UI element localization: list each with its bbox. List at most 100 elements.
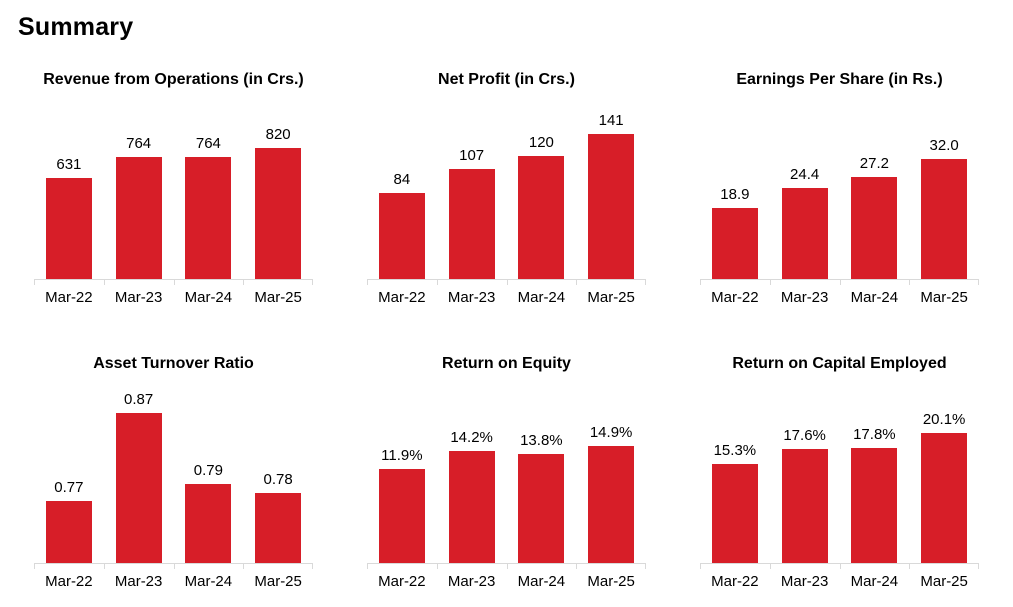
chart-plot: 11.9% 14.2% 13.8% 14.9% Mar-22 Mar-23 Mar-24 Ma… xyxy=(355,378,658,590)
bar-value-label: 15.3% xyxy=(713,442,757,459)
bar xyxy=(255,148,302,279)
chart-earnings-per-share: Earnings Per Share (in Rs.) 18.9 24.4 27.2… xyxy=(678,70,1001,306)
category-label: Mar-25 xyxy=(254,573,302,590)
bar xyxy=(518,156,565,279)
chart-revenue-from-operations: Revenue from Operations (in Crs.) 631 764… xyxy=(12,70,335,306)
axis-tick xyxy=(312,280,313,285)
category-label: Mar-24 xyxy=(850,573,899,590)
category-label: Mar-23 xyxy=(114,573,163,590)
category-label: Mar-24 xyxy=(184,573,233,590)
chart-plot: 18.9 24.4 27.2 32.0 Mar-22 Mar-23 Mar-24 Mar-25 xyxy=(688,94,991,306)
bar-value-label: 764 xyxy=(126,135,152,152)
category-label: Mar-22 xyxy=(378,573,426,590)
category-label: Mar-23 xyxy=(780,289,829,306)
bar xyxy=(711,208,758,279)
bar-value-label: 0.78 xyxy=(263,471,293,488)
bar-slot: 14.9% xyxy=(576,424,646,563)
category-label: Mar-23 xyxy=(114,289,163,306)
category-label: Mar-24 xyxy=(184,289,233,306)
bar-value-label: 13.8% xyxy=(520,432,563,449)
x-axis xyxy=(367,563,646,570)
bar-value-label: 20.1% xyxy=(922,411,966,428)
bars-row: 631 764 764 820 xyxy=(34,94,313,279)
bar-slot: 0.79 xyxy=(174,462,244,563)
category-label: Mar-22 xyxy=(45,289,93,306)
axis-tick xyxy=(506,280,508,285)
bars-row: 84 107 120 141 xyxy=(367,94,646,279)
axis-tick xyxy=(978,564,979,569)
category-label: Mar-25 xyxy=(587,573,635,590)
bar xyxy=(781,188,828,279)
chart-return-on-equity: Return on Equity 11.9% 14.2% 13.8% 14.9% Mar… xyxy=(345,354,668,590)
bar xyxy=(711,464,758,563)
axis-tick xyxy=(103,564,105,569)
page-title: Summary xyxy=(18,13,134,41)
chart-plot: 0.77 0.87 0.79 0.78 Mar-22 Mar-23 Mar-24 Mar-25 xyxy=(22,378,325,590)
category-label: Mar-24 xyxy=(517,289,566,306)
category-label: Mar-23 xyxy=(780,573,829,590)
bar xyxy=(45,178,92,279)
chart-title: Return on Capital Employed xyxy=(732,355,947,372)
bar xyxy=(851,448,898,563)
chart-title: Earnings Per Share (in Rs.) xyxy=(736,71,943,88)
category-label: Mar-24 xyxy=(850,289,899,306)
bar-value-label: 14.2% xyxy=(450,429,493,446)
bar xyxy=(378,469,425,563)
bar-value-label: 17.6% xyxy=(783,427,826,444)
bar-value-label: 107 xyxy=(459,147,485,164)
bar-slot: 20.1% xyxy=(909,411,979,563)
axis-tick xyxy=(367,564,368,569)
bar xyxy=(921,159,968,279)
chart-title: Asset Turnover Ratio xyxy=(93,355,254,372)
bar xyxy=(588,134,635,279)
axis-tick xyxy=(436,280,438,285)
axis-tick xyxy=(436,564,438,569)
bar-slot: 820 xyxy=(243,126,313,279)
axis-tick xyxy=(839,564,841,569)
bar-value-label: 27.2 xyxy=(859,155,889,172)
bar xyxy=(921,433,968,563)
chart-title: Net Profit (in Crs.) xyxy=(438,71,575,88)
bar-slot: 15.3% xyxy=(700,442,770,563)
category-labels: Mar-22 Mar-23 Mar-24 Mar-25 xyxy=(700,286,979,306)
axis-tick xyxy=(34,280,35,285)
bars-row: 11.9% 14.2% 13.8% 14.9% xyxy=(367,378,646,563)
bar-value-label: 631 xyxy=(56,156,82,173)
axis-tick xyxy=(243,564,245,569)
bar-value-label: 14.9% xyxy=(589,424,633,441)
bar-value-label: 120 xyxy=(528,134,554,151)
bar-slot: 0.78 xyxy=(243,471,313,563)
x-axis xyxy=(700,563,979,570)
axis-tick xyxy=(769,280,771,285)
bar xyxy=(378,193,425,279)
bar-slot: 0.77 xyxy=(34,479,104,563)
bar-value-label: 0.87 xyxy=(124,391,154,408)
category-label: Mar-25 xyxy=(254,289,302,306)
bar-slot: 764 xyxy=(174,135,244,279)
bar-slot: 120 xyxy=(507,134,577,279)
bar-slot: 24.4 xyxy=(770,166,840,279)
chart-title: Revenue from Operations (in Crs.) xyxy=(43,71,304,88)
category-labels: Mar-22 Mar-23 Mar-24 Mar-25 xyxy=(34,570,313,590)
chart-title: Return on Equity xyxy=(442,355,571,372)
category-label: Mar-25 xyxy=(587,289,635,306)
bar-slot: 32.0 xyxy=(909,137,979,279)
bars-row: 15.3% 17.6% 17.8% 20.1% xyxy=(700,378,979,563)
category-label: Mar-25 xyxy=(920,289,968,306)
bar-value-label: 0.79 xyxy=(193,462,223,479)
bar xyxy=(185,157,232,279)
axis-tick xyxy=(700,564,701,569)
x-axis xyxy=(367,279,646,286)
axis-tick xyxy=(576,280,578,285)
category-label: Mar-22 xyxy=(378,289,426,306)
bar xyxy=(45,501,92,563)
chart-plot: 15.3% 17.6% 17.8% 20.1% Mar-22 Mar-23 Mar-24 Ma… xyxy=(688,378,991,590)
bar xyxy=(588,446,635,563)
chart-return-on-capital-employed: Return on Capital Employed 15.3% 17.6% 17.… xyxy=(678,354,1001,590)
bar-slot: 84 xyxy=(367,171,437,279)
category-label: Mar-24 xyxy=(517,573,566,590)
chart-plot: 631 764 764 820 Mar-22 Mar-23 Mar-24 Mar-25 xyxy=(22,94,325,306)
bar xyxy=(851,177,898,279)
bar-slot: 14.2% xyxy=(437,429,507,563)
